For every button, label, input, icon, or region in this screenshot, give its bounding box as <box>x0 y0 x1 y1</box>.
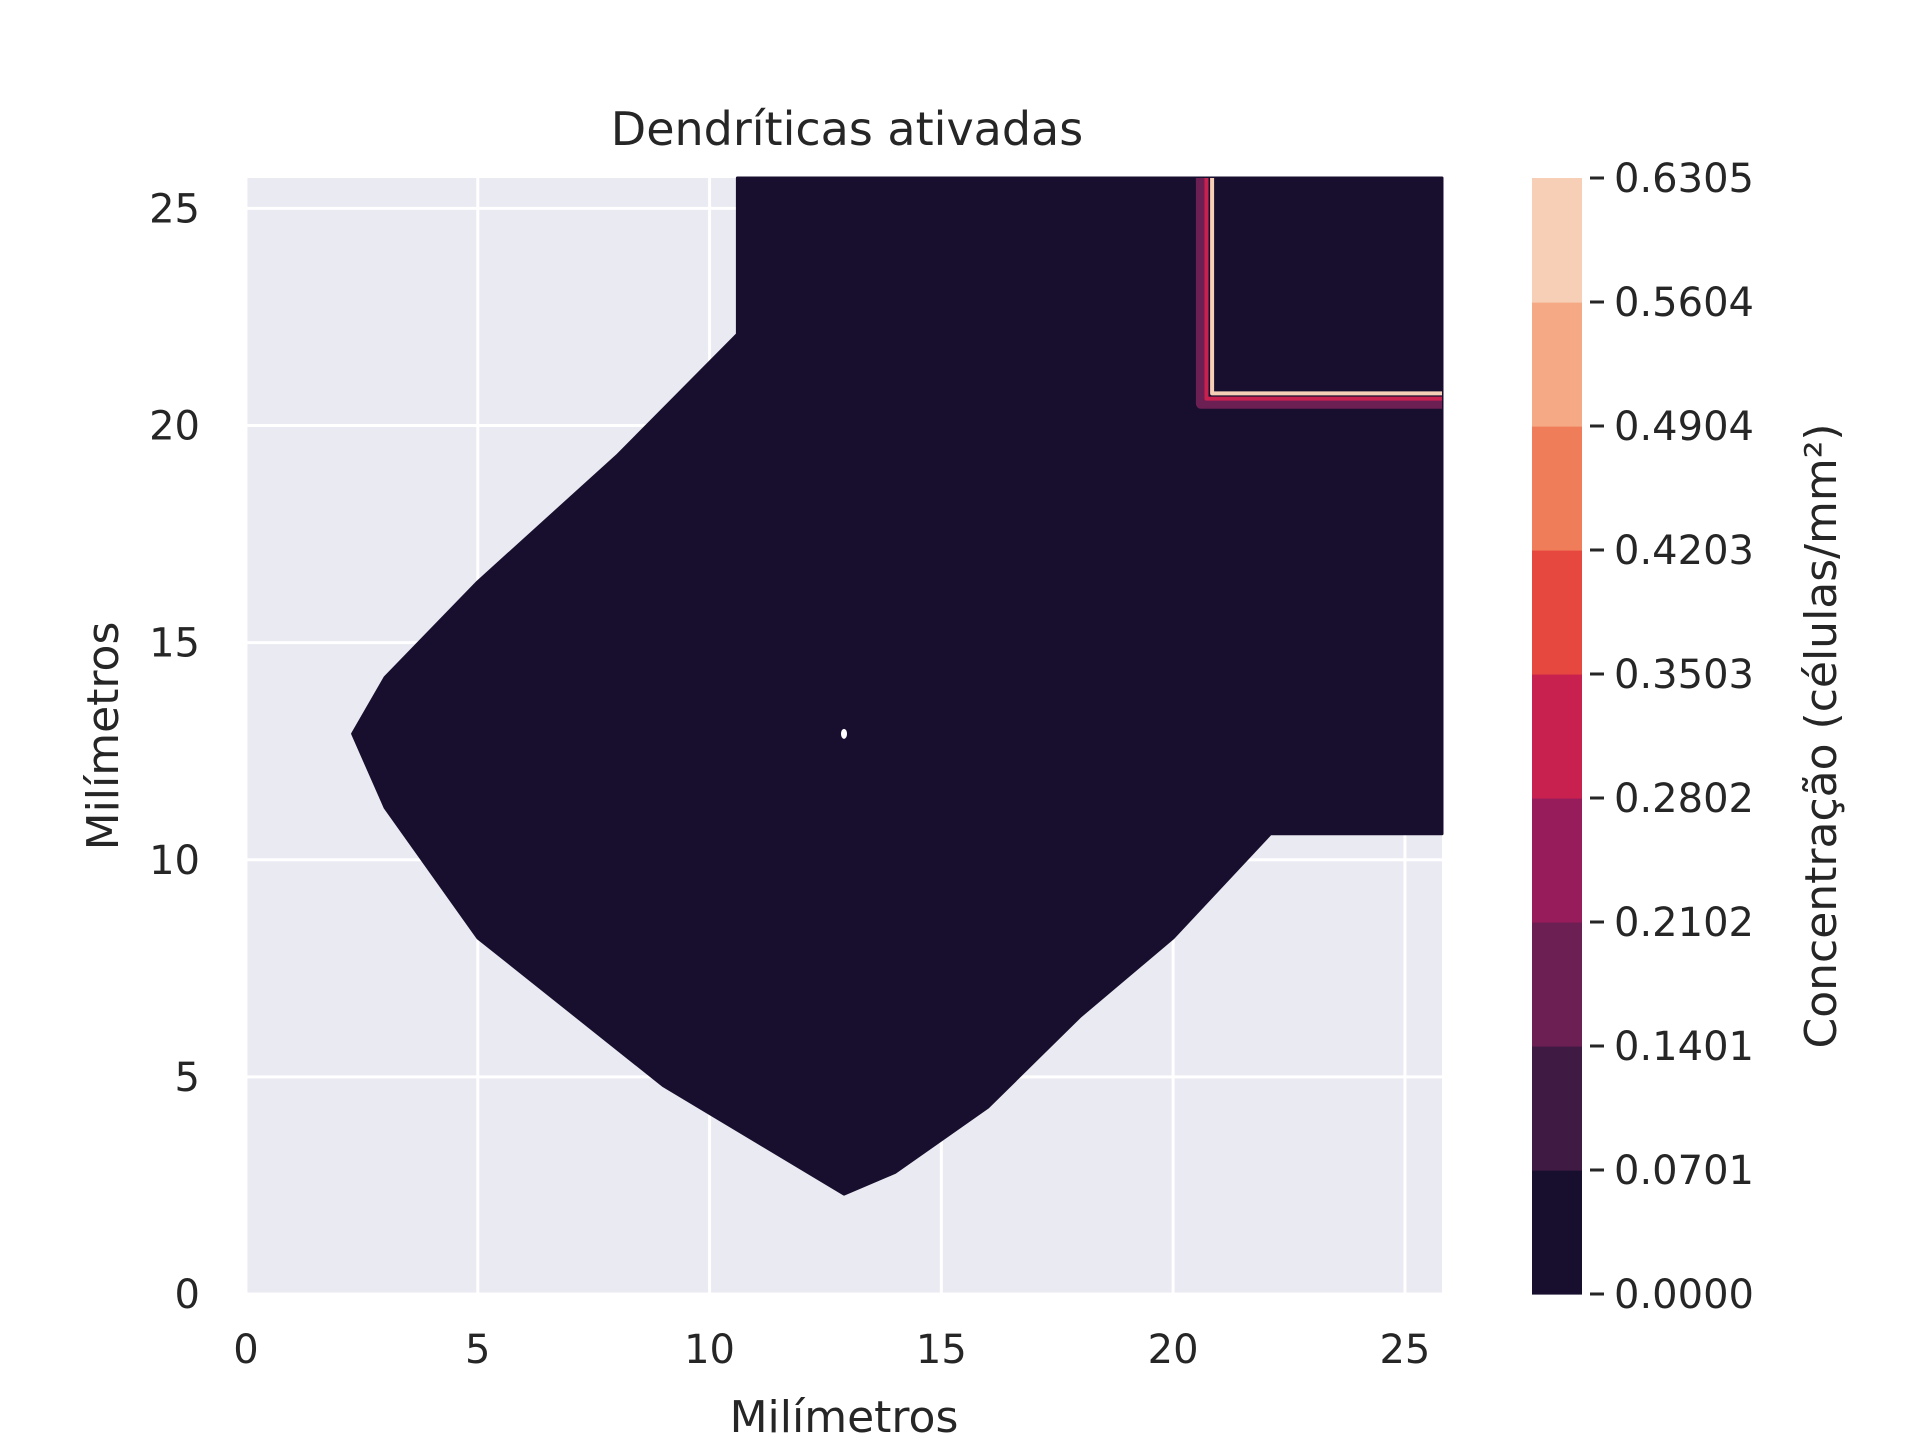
colorbar-band <box>1532 922 1582 1047</box>
contour-features <box>841 178 1442 739</box>
y-tick-label: 25 <box>149 186 200 232</box>
colorbar-tick-label: 0.6305 <box>1614 156 1754 202</box>
colorbar-tick-label: 0.5604 <box>1614 280 1754 326</box>
colorbar-band <box>1532 302 1582 427</box>
colorbar-label: Concentração (células/mm²) <box>1796 423 1847 1048</box>
colorbar-tick-label: 0.0000 <box>1614 1272 1754 1318</box>
colorbar-tick-label: 0.2802 <box>1614 776 1754 822</box>
y-tick-label: 0 <box>175 1272 200 1318</box>
dendritic-region <box>351 176 1444 1196</box>
colorbar-band <box>1532 426 1582 551</box>
y-tick-label: 5 <box>175 1055 200 1101</box>
colorbar-band <box>1532 178 1582 303</box>
x-tick-label: 15 <box>916 1327 967 1373</box>
y-tick-label: 20 <box>149 404 200 450</box>
x-tick-label: 20 <box>1148 1327 1199 1373</box>
colorbar-band <box>1532 550 1582 675</box>
colorbar-tick-label: 0.4203 <box>1614 528 1754 574</box>
y-tick-labels: 0 5 10 15 20 25 <box>149 186 200 1318</box>
x-tick-label: 0 <box>233 1327 258 1373</box>
corner-contour-lines <box>1195 178 1442 409</box>
colorbar-band <box>1532 798 1582 923</box>
y-tick-label: 10 <box>149 838 200 884</box>
y-axis-label: Milímetros <box>78 622 129 851</box>
x-axis-label: Milímetros <box>730 1392 959 1440</box>
colorbar-tick-label: 0.3503 <box>1614 652 1754 698</box>
colorbar-band <box>1532 674 1582 799</box>
x-tick-labels: 0 5 10 15 20 25 <box>233 1327 1430 1373</box>
x-tick-label: 25 <box>1379 1327 1430 1373</box>
colorbar-tick-label: 0.0701 <box>1614 1148 1754 1194</box>
center-dot <box>841 728 847 739</box>
colorbar-band <box>1532 1170 1582 1295</box>
x-tick-label: 10 <box>684 1327 735 1373</box>
corner-contour-lines <box>1204 178 1442 401</box>
colorbar-tick-label: 0.2102 <box>1614 900 1754 946</box>
colorbar: 0.0000 0.0701 0.1401 0.2102 0.2802 0.3503 0.42… <box>1532 156 1754 1318</box>
colorbar-tick-label: 0.1401 <box>1614 1024 1754 1070</box>
contour-regions <box>351 176 1444 1196</box>
corner-contour-lines <box>1210 178 1442 396</box>
y-tick-label: 15 <box>149 621 200 667</box>
colorbar-tick-label: 0.4904 <box>1614 404 1754 450</box>
colorbar-band <box>1532 1046 1582 1171</box>
x-tick-label: 5 <box>465 1327 490 1373</box>
chart-title: Dendríticas ativadas <box>611 102 1083 156</box>
